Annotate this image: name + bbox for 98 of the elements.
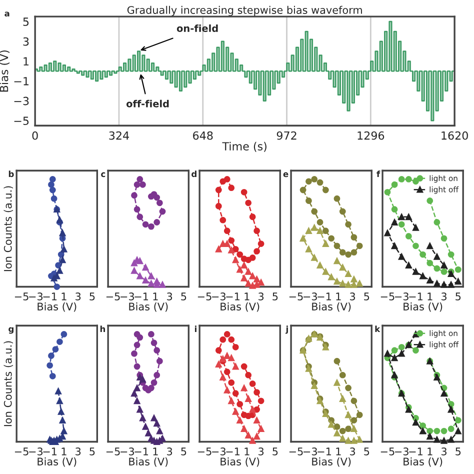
x-tick-label: −5: [106, 448, 120, 456]
chart-title: k: [375, 326, 380, 332]
chart-title: Gradually increasing stepwise bias waveform: [127, 6, 362, 16]
y-axis-title: Ion Counts (a.u.): [4, 341, 14, 426]
chart-title: d: [192, 170, 196, 178]
x-tick-label: 0: [32, 131, 38, 140]
x-tick-label: 1: [428, 448, 432, 456]
x-tick-label: −3: [29, 448, 43, 456]
x-tick-label: 648: [193, 131, 213, 140]
text: a: [4, 12, 10, 16]
x-tick-label: 3: [76, 292, 81, 300]
x-tick-label: 5: [364, 292, 370, 300]
x-tick-label: 1: [428, 292, 432, 300]
x-tick-label: 5: [181, 448, 186, 456]
x-axis-title: Bias (V): [312, 302, 351, 312]
y-axis-title: Ion Counts (a.u.): [4, 186, 14, 272]
x-axis-title: Bias (V): [404, 302, 442, 312]
x-tick-label: 5: [272, 448, 278, 456]
chart-title: h: [100, 326, 106, 332]
chart-title: e: [283, 172, 288, 178]
x-tick-label: 3: [350, 448, 356, 456]
x-tick-label: −1: [226, 292, 240, 300]
chart-title: f: [376, 170, 380, 177]
x-tick-label: 972: [276, 131, 296, 140]
x-tick-label: −3: [395, 448, 408, 456]
x-tick-label: −5: [289, 292, 303, 300]
x-tick-label: −3: [120, 448, 134, 456]
x-tick-label: 3: [76, 448, 81, 456]
x-tick-label: 1620: [442, 131, 468, 140]
x-axis-title: Bias (V): [129, 457, 168, 467]
chart-title: b: [8, 170, 14, 178]
x-tick-label: 1: [62, 448, 66, 456]
x-axis-title: Bias (V): [312, 457, 351, 467]
x-tick-label: 1: [336, 448, 341, 456]
y-axis-title: Bias (V): [0, 50, 10, 92]
x-tick-label: 5: [364, 448, 370, 456]
x-tick-label: 1: [62, 292, 66, 300]
x-tick-label: 5: [272, 292, 278, 300]
x-tick-label: 5: [456, 292, 461, 300]
x-tick-label: 1: [336, 292, 341, 300]
y-tick-label: −1: [14, 77, 28, 86]
x-tick-label: 1: [244, 292, 250, 300]
x-tick-label: 3: [350, 292, 356, 300]
x-axis-title: Bias (V): [220, 457, 260, 467]
annotation: on-field: [176, 24, 218, 32]
x-tick-label: 1: [153, 448, 158, 456]
x-tick-label: −5: [380, 292, 394, 300]
x-tick-label: 3: [167, 448, 172, 456]
x-tick-label: −5: [198, 448, 212, 456]
y-tick-label: −3: [14, 96, 29, 106]
x-tick-label: 5: [456, 448, 461, 456]
y-tick-label: 1: [24, 57, 28, 66]
x-axis-title: Bias (V): [404, 457, 442, 467]
x-tick-label: −3: [304, 448, 317, 456]
x-tick-label: −3: [304, 292, 317, 300]
x-tick-label: −1: [43, 292, 57, 300]
x-axis-title: Bias (V): [38, 457, 76, 467]
x-axis-title: Bias (V): [220, 302, 260, 312]
chart-title: j: [285, 326, 288, 334]
x-tick-label: 5: [181, 292, 186, 300]
x-tick-label: −5: [380, 448, 394, 456]
x-tick-label: −1: [43, 448, 57, 456]
x-axis-title: Bias (V): [129, 302, 168, 312]
x-tick-label: −1: [318, 292, 331, 300]
x-tick-label: 5: [90, 448, 95, 456]
x-axis-title: Bias (V): [38, 302, 76, 312]
x-tick-label: −1: [134, 292, 148, 300]
x-tick-label: 3: [441, 448, 446, 456]
x-tick-label: −5: [289, 448, 303, 456]
x-tick-label: −3: [212, 292, 226, 300]
y-tick-label: 5: [23, 18, 29, 26]
x-tick-label: 1296: [358, 131, 384, 140]
annotation: off-field: [126, 100, 169, 108]
x-tick-label: 3: [258, 292, 264, 300]
x-tick-label: −1: [409, 292, 422, 300]
x-tick-label: −1: [318, 448, 331, 456]
x-tick-label: −1: [134, 448, 148, 456]
x-tick-label: −5: [106, 292, 120, 300]
chart-title: i: [194, 326, 196, 332]
x-tick-label: 3: [441, 292, 446, 300]
x-tick-label: 1: [244, 448, 250, 456]
x-axis-title: Time (s): [222, 142, 266, 152]
x-tick-label: −5: [198, 292, 212, 300]
chart-title: c: [101, 172, 106, 178]
x-tick-label: −1: [226, 448, 240, 456]
x-tick-label: 5: [90, 292, 95, 300]
y-tick-label: −5: [14, 116, 29, 126]
x-tick-label: −3: [120, 292, 134, 300]
x-tick-label: 3: [258, 448, 264, 456]
x-tick-label: 3: [167, 292, 172, 300]
y-tick-label: 3: [23, 37, 29, 46]
x-tick-label: −3: [212, 448, 226, 456]
x-tick-label: −3: [29, 292, 43, 300]
x-tick-label: −1: [409, 448, 422, 456]
x-tick-label: −3: [395, 292, 408, 300]
x-tick-label: 324: [109, 131, 129, 140]
chart-title: g: [8, 327, 14, 334]
x-tick-label: 1: [153, 292, 158, 300]
